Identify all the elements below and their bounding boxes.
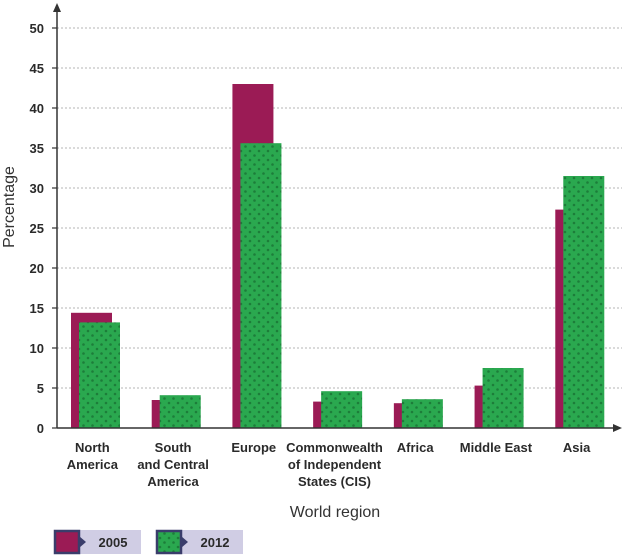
bar-2012 [79, 322, 120, 428]
y-tick-label: 5 [37, 381, 44, 396]
x-axis-arrow [613, 424, 622, 432]
x-category-label: Europe [231, 440, 276, 455]
y-tick-label: 25 [30, 221, 44, 236]
y-tick-label: 50 [30, 21, 44, 36]
bar-2012 [159, 395, 201, 428]
bar-2012 [401, 399, 443, 428]
legend-label: 2005 [99, 535, 128, 550]
y-tick-label: 0 [37, 421, 44, 436]
legend-pointer [79, 536, 86, 548]
x-category-label: Middle East [460, 440, 533, 455]
y-tick-labels: 0 5 10 15 20 25 30 35 40 45 50 [30, 21, 44, 436]
x-axis-title: World region [290, 504, 380, 521]
bar-2012 [240, 143, 282, 428]
legend-swatch [53, 529, 81, 555]
y-tick-label: 45 [30, 61, 44, 76]
y-axis-title: Percentage [1, 166, 18, 248]
bar-2012 [482, 368, 524, 428]
y-tick-label: 35 [30, 141, 44, 156]
bar-2012 [321, 391, 363, 428]
x-category-label: States (CIS) [298, 474, 371, 489]
legend-swatch [155, 529, 183, 555]
axes [52, 3, 622, 432]
legend-pointer [181, 536, 188, 548]
x-category-labels: North America South and Central America Europ… [67, 440, 591, 489]
x-category-label: Africa [397, 440, 435, 455]
y-tick-label: 20 [30, 261, 44, 276]
x-category-label: of Independent [288, 457, 382, 472]
bars [71, 84, 605, 428]
x-category-label: North [75, 440, 110, 455]
x-category-label: and Central [137, 457, 209, 472]
x-category-label: Commonwealth [286, 440, 383, 455]
gridlines [57, 27, 622, 389]
x-category-label: Asia [563, 440, 591, 455]
y-tick-label: 40 [30, 101, 44, 116]
x-category-label: America [67, 457, 119, 472]
y-axis-arrow [53, 3, 61, 12]
y-tick-label: 30 [30, 181, 44, 196]
y-tick-label: 10 [30, 341, 44, 356]
x-category-label: America [147, 474, 199, 489]
legend-label: 2012 [201, 535, 230, 550]
y-tick-label: 15 [30, 301, 44, 316]
bar-2012 [563, 176, 605, 428]
x-category-label: South [155, 440, 192, 455]
legend: 2005 2012 [53, 529, 243, 555]
